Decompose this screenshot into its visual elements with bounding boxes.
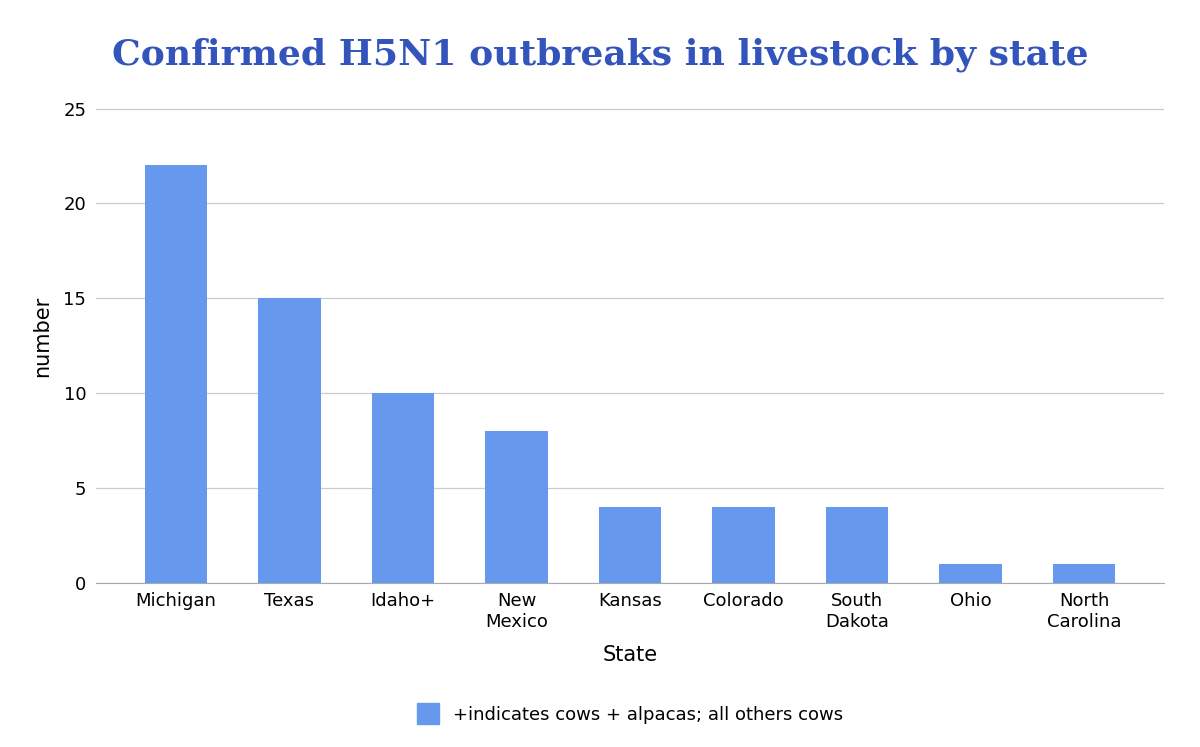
Bar	[826, 506, 888, 583]
Y-axis label: number: number	[32, 296, 52, 376]
Bar	[372, 393, 434, 583]
Bar	[599, 506, 661, 583]
Bar	[144, 166, 208, 583]
Bar	[940, 564, 1002, 583]
Bar	[258, 298, 320, 583]
X-axis label: State: State	[602, 645, 658, 665]
Bar	[713, 506, 775, 583]
Bar	[485, 431, 547, 583]
Bar	[1052, 564, 1116, 583]
Legend: +indicates cows + alpacas; all others cows: +indicates cows + alpacas; all others co…	[409, 696, 851, 731]
Text: Confirmed H5N1 outbreaks in livestock by state: Confirmed H5N1 outbreaks in livestock by…	[112, 37, 1088, 72]
